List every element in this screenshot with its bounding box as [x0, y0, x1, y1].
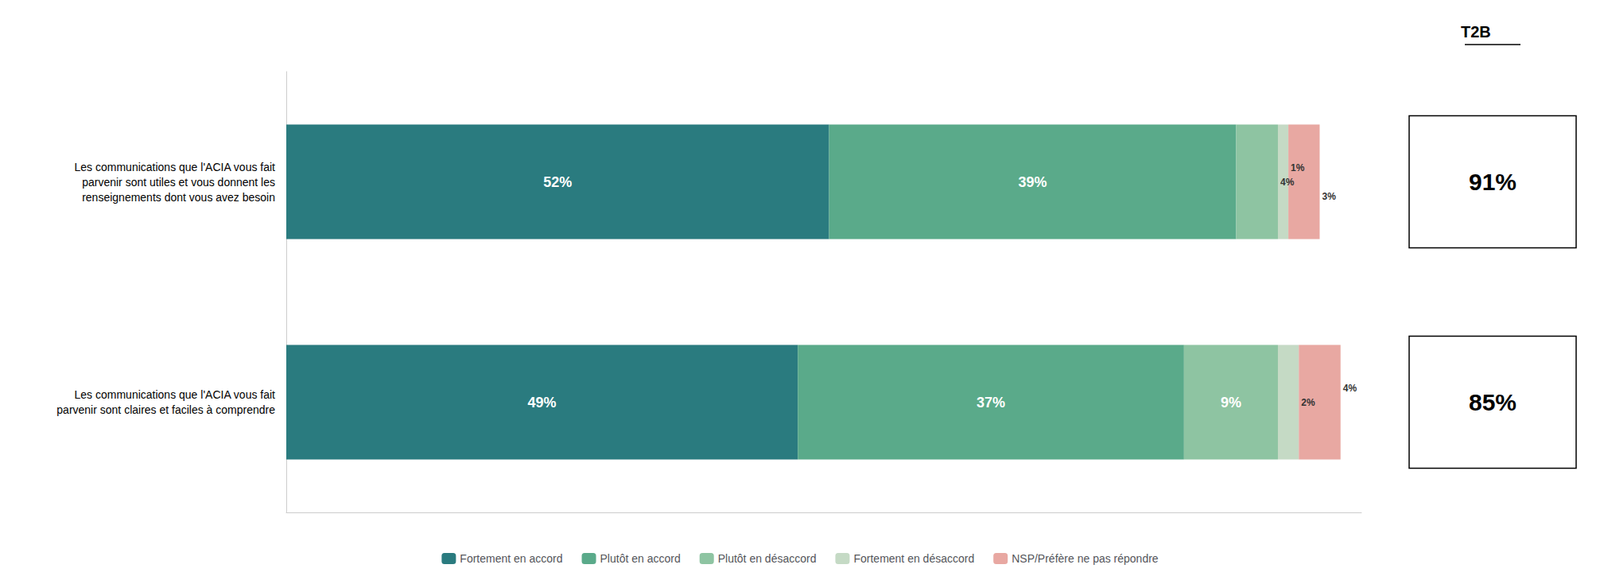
svg-text:2%: 2% — [1300, 396, 1316, 408]
svg-text:91%: 91% — [1468, 168, 1517, 195]
svg-text:4%: 4% — [1343, 382, 1358, 394]
svg-text:NSP/Préfère ne pas répondre: NSP/Préfère ne pas répondre — [1011, 551, 1159, 565]
svg-text:37%: 37% — [976, 394, 1006, 411]
svg-text:Fortement en désaccord: Fortement en désaccord — [853, 551, 975, 565]
svg-text:Fortement en accord: Fortement en accord — [459, 551, 563, 565]
svg-text:52%: 52% — [543, 174, 572, 191]
svg-text:T2B: T2B — [1460, 23, 1492, 41]
svg-text:3%: 3% — [1321, 190, 1336, 202]
svg-text:Plutôt en désaccord: Plutôt en désaccord — [718, 551, 817, 565]
svg-text:Les communications que l'ACIA: Les communications que l'ACIA vous fait — [74, 160, 276, 174]
svg-text:4%: 4% — [1280, 176, 1295, 188]
svg-text:parvenir sont utiles et vous d: parvenir sont utiles et vous donnent les — [81, 175, 276, 189]
svg-text:9%: 9% — [1220, 394, 1242, 411]
svg-text:renseignements dont vous avez: renseignements dont vous avez besoin — [81, 190, 276, 204]
svg-text:parvenir sont claires et facil: parvenir sont claires et faciles à compr… — [56, 403, 276, 416]
svg-text:49%: 49% — [528, 394, 557, 411]
svg-text:39%: 39% — [1018, 174, 1048, 191]
svg-text:85%: 85% — [1468, 388, 1517, 416]
svg-text:Plutôt en accord: Plutôt en accord — [600, 551, 681, 565]
svg-text:1%: 1% — [1290, 162, 1305, 174]
svg-text:Les communications que l'ACIA: Les communications que l'ACIA vous fait — [74, 388, 276, 401]
